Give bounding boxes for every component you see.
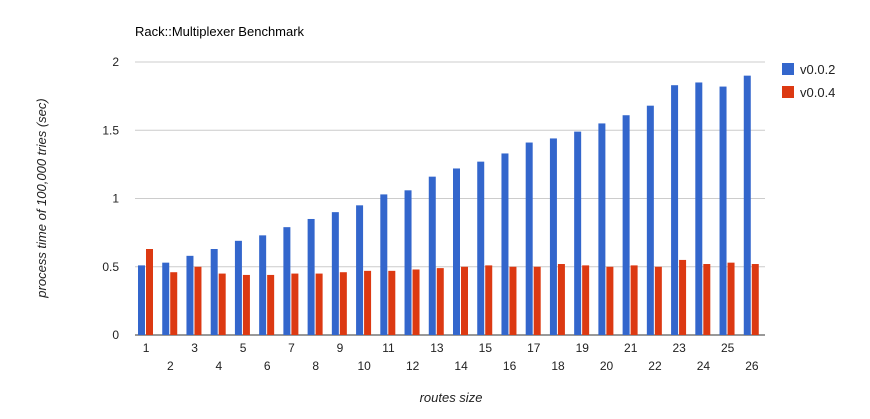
x-tick-label: 20 [600,359,614,373]
gridlines [135,61,765,336]
bar-v0.0.4-18 [557,264,565,335]
x-tick-label: 18 [551,359,565,373]
bar-v0.0.4-2 [170,272,178,335]
x-tick-label: 2 [167,359,174,373]
x-tick-label: 14 [454,359,468,373]
bar-v0.0.4-10 [364,270,372,335]
legend-label: v0.0.4 [800,85,835,100]
x-tick-label: 5 [240,341,247,355]
x-tick-label: 15 [479,341,493,355]
bar-v0.0.2-25 [719,86,727,335]
x-tick-label: 17 [527,341,541,355]
bar-v0.0.4-7 [291,273,299,335]
bar-v0.0.2-11 [380,194,388,335]
x-tick-label: 9 [337,341,344,355]
bar-v0.0.2-26 [743,75,751,336]
legend-swatch [782,63,794,75]
bar-v0.0.2-15 [477,161,485,335]
bar-v0.0.2-4 [210,249,218,335]
x-tick-label: 19 [576,341,590,355]
bar-v0.0.4-13 [436,268,444,335]
bar-v0.0.4-5 [242,274,250,335]
bar-v0.0.4-23 [679,259,687,335]
bar-v0.0.4-8 [315,273,323,335]
bar-v0.0.2-20 [598,123,606,335]
bar-v0.0.2-7 [283,227,291,335]
x-tick-labels: 1234567891011121314151617181920212223242… [143,341,759,373]
bar-v0.0.2-8 [307,218,315,335]
bar-v0.0.4-9 [339,272,347,335]
bar-v0.0.4-4 [218,273,226,335]
bar-v0.0.2-3 [186,255,194,335]
bar-v0.0.2-19 [574,131,582,335]
x-tick-label: 22 [648,359,662,373]
y-tick-label: 2 [112,55,119,69]
bar-v0.0.2-6 [259,235,267,335]
legend: v0.0.2 v0.0.4 [782,62,835,100]
x-tick-label: 13 [430,341,444,355]
x-tick-label: 11 [382,341,395,355]
bar-v0.0.2-18 [549,138,557,335]
bar-v0.0.4-22 [654,266,662,335]
y-tick-label: 0 [112,328,119,342]
bar-v0.0.2-21 [622,115,630,335]
x-tick-label: 1 [143,341,150,355]
bar-v0.0.4-15 [485,265,493,335]
bar-v0.0.4-6 [267,274,275,335]
bars [138,75,759,336]
bar-v0.0.4-20 [606,266,614,335]
chart-title: Rack::Multiplexer Benchmark [135,24,305,39]
bar-v0.0.2-22 [646,105,654,336]
x-tick-label: 4 [215,359,222,373]
x-tick-label: 12 [406,359,420,373]
bar-v0.0.4-21 [630,265,638,335]
bar-v0.0.4-24 [703,264,711,335]
x-tick-label: 21 [624,341,638,355]
x-tick-label: 3 [191,341,198,355]
bar-v0.0.2-16 [501,153,509,335]
bar-v0.0.2-2 [162,262,170,335]
bar-v0.0.2-10 [356,205,364,335]
bar-v0.0.2-5 [234,240,242,335]
bar-v0.0.2-24 [695,82,703,335]
bar-v0.0.2-14 [453,168,460,335]
y-tick-label: 1.5 [102,123,119,137]
bar-v0.0.2-1 [138,265,145,335]
y-tick-label: 1 [112,192,119,206]
x-tick-label: 10 [358,359,372,373]
bar-v0.0.4-3 [194,266,202,335]
bar-v0.0.4-14 [461,266,468,335]
legend-label: v0.0.2 [800,62,835,77]
bar-v0.0.4-12 [412,269,420,335]
x-axis-label: routes size [420,390,483,405]
legend-swatch [782,86,794,98]
x-tick-label: 6 [264,359,271,373]
bar-v0.0.4-17 [533,266,541,335]
bar-v0.0.4-1 [146,249,153,335]
bar-v0.0.4-25 [727,262,735,335]
bar-v0.0.4-19 [582,265,590,335]
x-tick-label: 25 [721,341,735,355]
bar-v0.0.2-17 [525,142,533,335]
x-tick-label: 26 [745,359,759,373]
bar-v0.0.2-23 [671,85,679,335]
y-tick-label: 0.5 [102,260,119,274]
x-tick-label: 7 [288,341,295,355]
x-tick-label: 23 [673,341,687,355]
bar-v0.0.4-26 [751,264,759,335]
bar-v0.0.2-13 [428,176,436,335]
bar-v0.0.2-9 [331,212,339,335]
bar-v0.0.4-11 [388,270,396,335]
y-axis-label: process time of 100,000 tries (sec) [34,98,49,298]
x-tick-label: 24 [697,359,711,373]
x-tick-label: 8 [312,359,319,373]
y-tick-labels: 0 0.5 1 1.5 2 [102,55,119,342]
bar-v0.0.4-16 [509,266,517,335]
bar-v0.0.2-12 [404,190,412,335]
x-tick-label: 16 [503,359,517,373]
